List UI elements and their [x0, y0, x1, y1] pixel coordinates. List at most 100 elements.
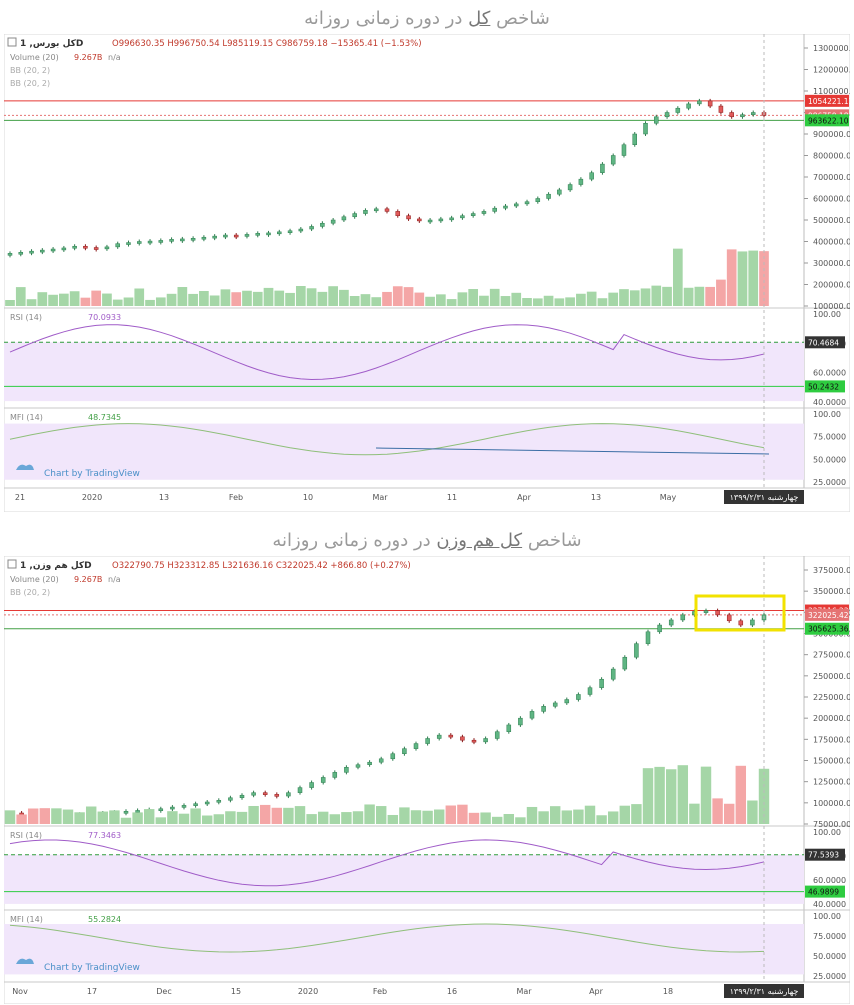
candle: [436, 734, 442, 739]
x-tick-label: Apr: [517, 493, 532, 502]
price-tick-label: 150000.00: [813, 757, 850, 766]
volume-bar: [306, 288, 317, 306]
volume-bar: [549, 806, 561, 824]
candle: [18, 252, 24, 255]
candle: [402, 748, 407, 754]
candle: [707, 100, 713, 107]
price-tick-label: 75000.00: [813, 820, 850, 829]
price-tick-label: 300000.00: [813, 259, 850, 268]
candle: [367, 761, 372, 765]
candle: [384, 208, 390, 212]
volume-bar: [737, 251, 748, 306]
mfi-band: [4, 924, 804, 975]
candle: [697, 100, 702, 105]
volume-bar: [532, 298, 543, 306]
candle: [137, 241, 142, 244]
rsi-tick-label: 60.0000: [813, 369, 846, 378]
volume-bar: [27, 808, 39, 824]
candle: [654, 116, 659, 124]
volume-bar: [5, 300, 15, 306]
volume-bar: [387, 814, 399, 824]
price-tag: [805, 114, 849, 127]
candle: [170, 806, 175, 810]
candle: [320, 222, 325, 227]
candle: [715, 610, 720, 616]
price-tick-label: 1200000.00: [813, 66, 850, 75]
volume-bar: [608, 292, 619, 306]
rsi-tick-label: 60.0000: [813, 876, 846, 885]
volume-bar: [177, 287, 188, 306]
rsi-tick-label: 40.0000: [813, 398, 846, 407]
candle: [622, 656, 628, 670]
candle: [147, 240, 153, 244]
symbol-label: کل هم وزن, 1D: [20, 561, 92, 571]
volume-bar: [584, 805, 596, 824]
candle: [135, 810, 140, 813]
volume-label: Volume (20): [10, 575, 59, 584]
candle: [115, 243, 120, 248]
index-chart-equal-weight[interactable]: 375000.00350000.00325000.00300000.002750…: [4, 556, 850, 1004]
volume-bar: [619, 289, 629, 306]
candle: [274, 794, 280, 797]
candle: [675, 107, 681, 113]
volume-bar: [155, 297, 166, 306]
candle: [344, 767, 349, 773]
price-tick-label: 600000.00: [813, 195, 850, 204]
index-chart-total[interactable]: 1300000.001200000.001100000.001000000.00…: [4, 34, 850, 512]
volume-bar: [619, 805, 631, 824]
volume-bar: [134, 288, 145, 306]
volume-bar: [220, 289, 231, 306]
candle: [448, 734, 454, 738]
candle: [449, 217, 454, 221]
candle: [546, 193, 551, 199]
mfi-label: MFI (14): [10, 413, 43, 422]
price-tick-label: 500000.00: [813, 216, 850, 225]
volume-bar: [375, 806, 387, 824]
volume-bar: [62, 809, 74, 824]
candle: [320, 777, 326, 783]
x-tick-label: 21: [15, 493, 25, 502]
volume-bar: [51, 808, 62, 824]
volume-bar: [586, 291, 597, 306]
candle: [330, 219, 336, 224]
candle: [363, 210, 368, 214]
volume-bar: [468, 812, 480, 824]
volume-na: n/a: [108, 575, 121, 584]
candle: [541, 706, 546, 712]
x-tick-label: 10: [303, 493, 313, 502]
watermark: Chart by TradingView: [44, 963, 140, 973]
mfi-tick-label: 25.0000: [813, 972, 846, 981]
rsi-tag: [805, 885, 845, 898]
volume-bar: [422, 810, 433, 824]
candle: [535, 198, 541, 202]
volume-bar: [123, 297, 134, 306]
volume-bar: [694, 286, 705, 306]
candle: [373, 208, 379, 212]
volume-bar: [677, 765, 689, 824]
candle: [180, 238, 185, 242]
candle: [518, 717, 523, 726]
x-tick-label: Apr: [589, 987, 604, 996]
candle: [645, 631, 651, 644]
price-tick-label: 175000.00: [813, 735, 850, 744]
x-tick-label: Feb: [229, 493, 243, 502]
volume-bar: [74, 812, 85, 824]
candle: [738, 620, 744, 626]
candle: [83, 245, 88, 249]
volume-bar: [199, 290, 209, 306]
mfi-label: MFI (14): [10, 915, 43, 924]
volume-bar: [526, 806, 538, 824]
volume-bar: [4, 810, 16, 824]
candle: [277, 231, 282, 235]
price-tick-label: 1100000.00: [813, 87, 850, 96]
volume-bar: [188, 293, 198, 306]
candle: [40, 249, 45, 253]
candle: [552, 702, 558, 707]
volume-bar: [629, 290, 640, 306]
volume-bar: [457, 292, 468, 306]
candle: [567, 184, 573, 191]
candle: [239, 794, 245, 799]
candle: [470, 213, 476, 216]
price-tick-label: 125000.00: [813, 778, 850, 787]
candle: [61, 247, 67, 251]
